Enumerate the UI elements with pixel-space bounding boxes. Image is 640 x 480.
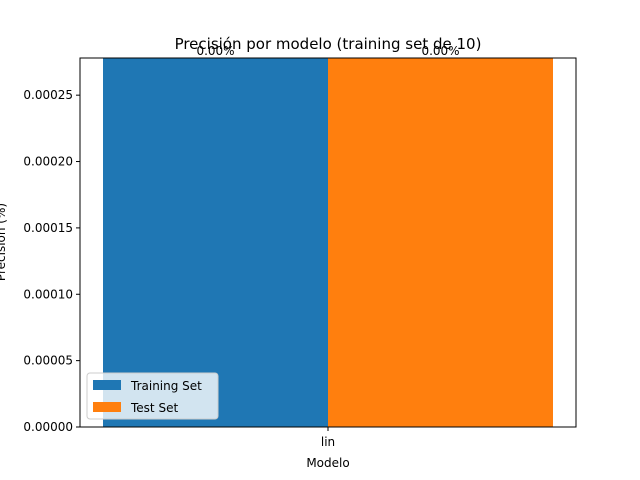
bar-value-label: 0.00% — [421, 44, 459, 58]
legend-label-training-set: Training Set — [130, 379, 202, 393]
bar-labels-group: 0.00% 0.00% — [196, 44, 459, 58]
y-tick-label: 0.00005 — [23, 354, 73, 368]
x-tick-label: lin — [321, 435, 335, 449]
bar-test-set-lin — [328, 58, 553, 427]
legend-label-test-set: Test Set — [130, 401, 178, 415]
y-tick-label: 0.00015 — [23, 221, 73, 235]
y-tick-label: 0.00000 — [23, 420, 73, 434]
y-axis-label: Precisión (%) — [0, 203, 8, 281]
legend: Training Set Test Set — [86, 372, 219, 420]
x-axis-label: Modelo — [306, 456, 349, 470]
x-axis: lin — [321, 427, 335, 449]
chart-title: Precisión por modelo (training set de 10… — [175, 35, 482, 53]
bar-value-label: 0.00% — [196, 44, 234, 58]
bar-training-set-lin — [103, 58, 328, 427]
y-axis: 0.00000 0.00005 0.00010 0.00015 0.00020 0.000… — [23, 88, 80, 434]
legend-swatch-test-set — [93, 402, 121, 412]
y-tick-label: 0.00025 — [23, 88, 73, 102]
bars-group — [103, 58, 553, 427]
legend-swatch-training-set — [93, 380, 121, 390]
y-tick-label: 0.00020 — [23, 155, 73, 169]
y-tick-label: 0.00010 — [23, 287, 73, 301]
